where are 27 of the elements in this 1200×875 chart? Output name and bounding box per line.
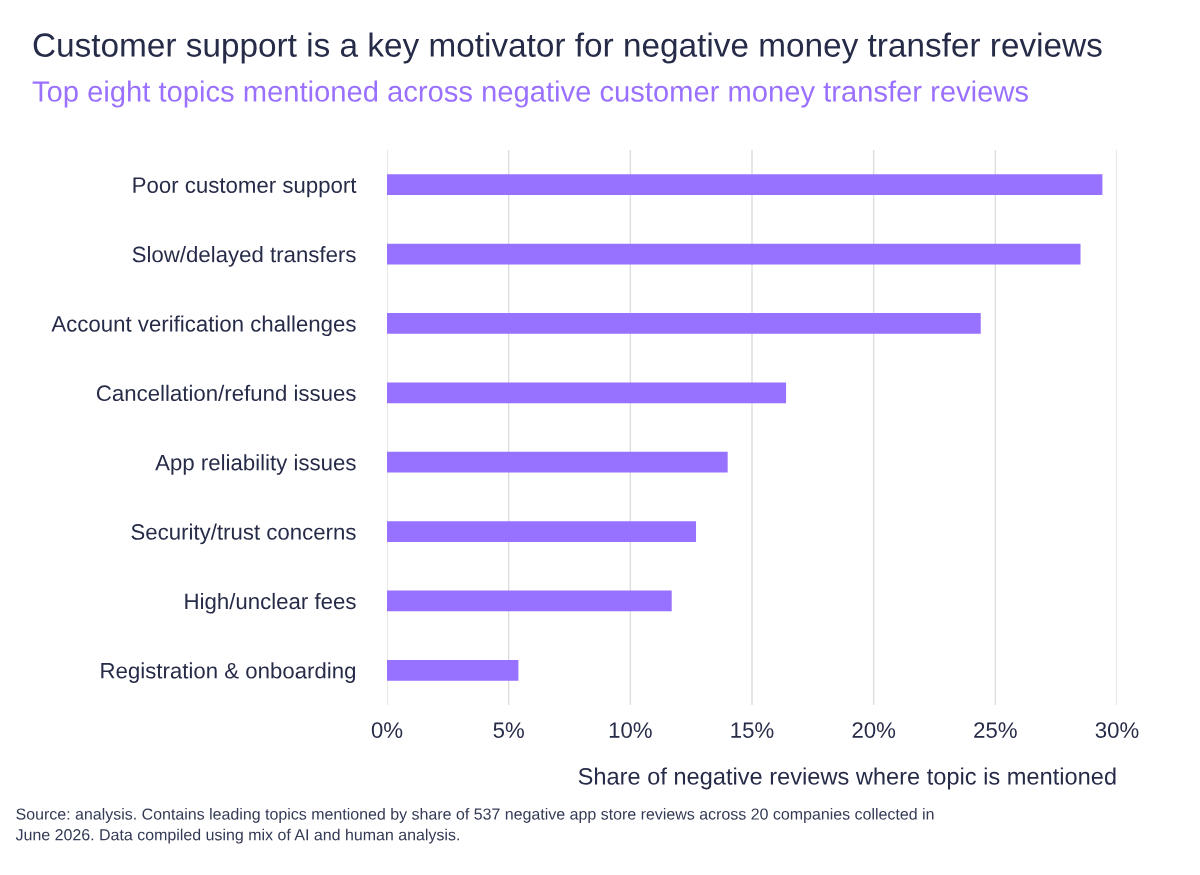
bar: [387, 313, 981, 334]
y-tick-label: App reliability issues: [155, 454, 356, 475]
x-tick-label: 0%: [371, 722, 403, 738]
y-tick-label: High/unclear fees: [185, 592, 356, 614]
y-tick-label: Cancellation/refund issues: [96, 384, 356, 402]
x-tick-label: 20%: [852, 722, 896, 738]
bar: [387, 521, 697, 542]
x-axis-title: Share of negative reviews where topic is mentioned: [578, 767, 1116, 790]
chart-subtitle: Top eight topics mentioned across negative customer money transfer reviews: [32, 80, 1028, 108]
x-tick-label: 25%: [974, 722, 1017, 738]
bar: [387, 659, 519, 681]
y-tick-label: Slow/delayed transfers: [132, 246, 356, 267]
bar: [387, 590, 672, 612]
y-tick-label: Account verification challenges: [51, 315, 356, 337]
x-tick-label: 10%: [609, 722, 652, 738]
y-tick-label: Registration & onboarding: [101, 662, 356, 683]
y-tick-label: Security/trust concerns: [131, 523, 356, 545]
x-tick-label: 15%: [731, 722, 774, 738]
bar: [387, 174, 1103, 196]
source-note: Source: analysis. Contains leading topics mentioned by share of 537 negative app store reviews across 20 companies collected in June 2026. Data compiled using mix of AI and human analysis.: [15, 808, 934, 844]
x-tick-label: 30%: [1095, 722, 1139, 738]
x-tick-label: 5%: [493, 722, 524, 738]
bar: [387, 243, 1081, 265]
chart-title: Customer support is a key motivator for negative money transfer reviews: [33, 32, 1102, 64]
y-tick-label: Poor customer support: [133, 177, 357, 198]
bar: [387, 382, 787, 404]
bar: [387, 451, 728, 473]
